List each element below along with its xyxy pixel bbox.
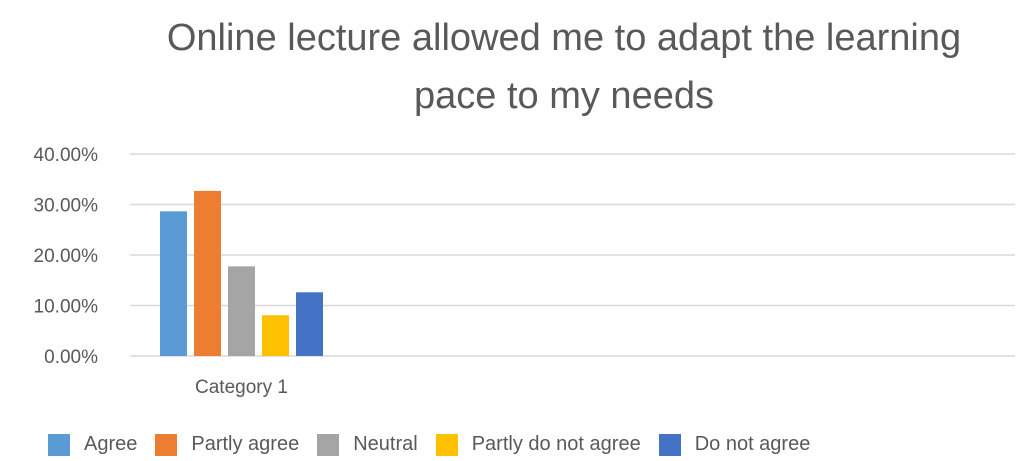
legend-swatch bbox=[155, 433, 178, 456]
legend-label: Neutral bbox=[353, 433, 418, 455]
y-tick-label: 10.00% bbox=[34, 297, 99, 318]
chart-title-line-2: pace to my needs bbox=[414, 75, 714, 117]
legend-swatch bbox=[317, 433, 340, 456]
y-tick-label: 40.00% bbox=[34, 145, 99, 166]
legend-swatch bbox=[435, 433, 458, 456]
x-category-label: Category 1 bbox=[195, 377, 288, 398]
legend-item: Agree bbox=[48, 433, 137, 456]
legend-item: Neutral bbox=[317, 433, 418, 456]
y-tick-label: 30.00% bbox=[34, 196, 99, 217]
legend: Agree Partly agree Neutral Partly do not ag… bbox=[48, 428, 828, 461]
bar-partly-agree bbox=[194, 190, 221, 356]
legend-label: Do not agree bbox=[694, 433, 811, 455]
bar-agree bbox=[160, 211, 187, 356]
legend-item: Do not agree bbox=[658, 433, 811, 456]
legend-swatch bbox=[658, 433, 681, 456]
y-tick-label: 0.00% bbox=[44, 347, 98, 368]
legend-item: Partly do not agree bbox=[435, 433, 641, 456]
bar-do-not-agree bbox=[296, 292, 323, 356]
legend-label: Agree bbox=[84, 433, 138, 455]
bar-neutral bbox=[228, 266, 255, 356]
chart-title-line-1: Online lecture allowed me to adapt the l… bbox=[166, 17, 962, 59]
bar-partly-do-not-agree bbox=[262, 315, 289, 356]
legend-swatch bbox=[48, 433, 70, 456]
legend-item: Partly agree bbox=[155, 433, 299, 456]
y-tick-label: 20.00% bbox=[34, 246, 99, 267]
legend-label: Partly agree bbox=[191, 433, 300, 455]
legend-label: Partly do not agree bbox=[471, 433, 641, 455]
